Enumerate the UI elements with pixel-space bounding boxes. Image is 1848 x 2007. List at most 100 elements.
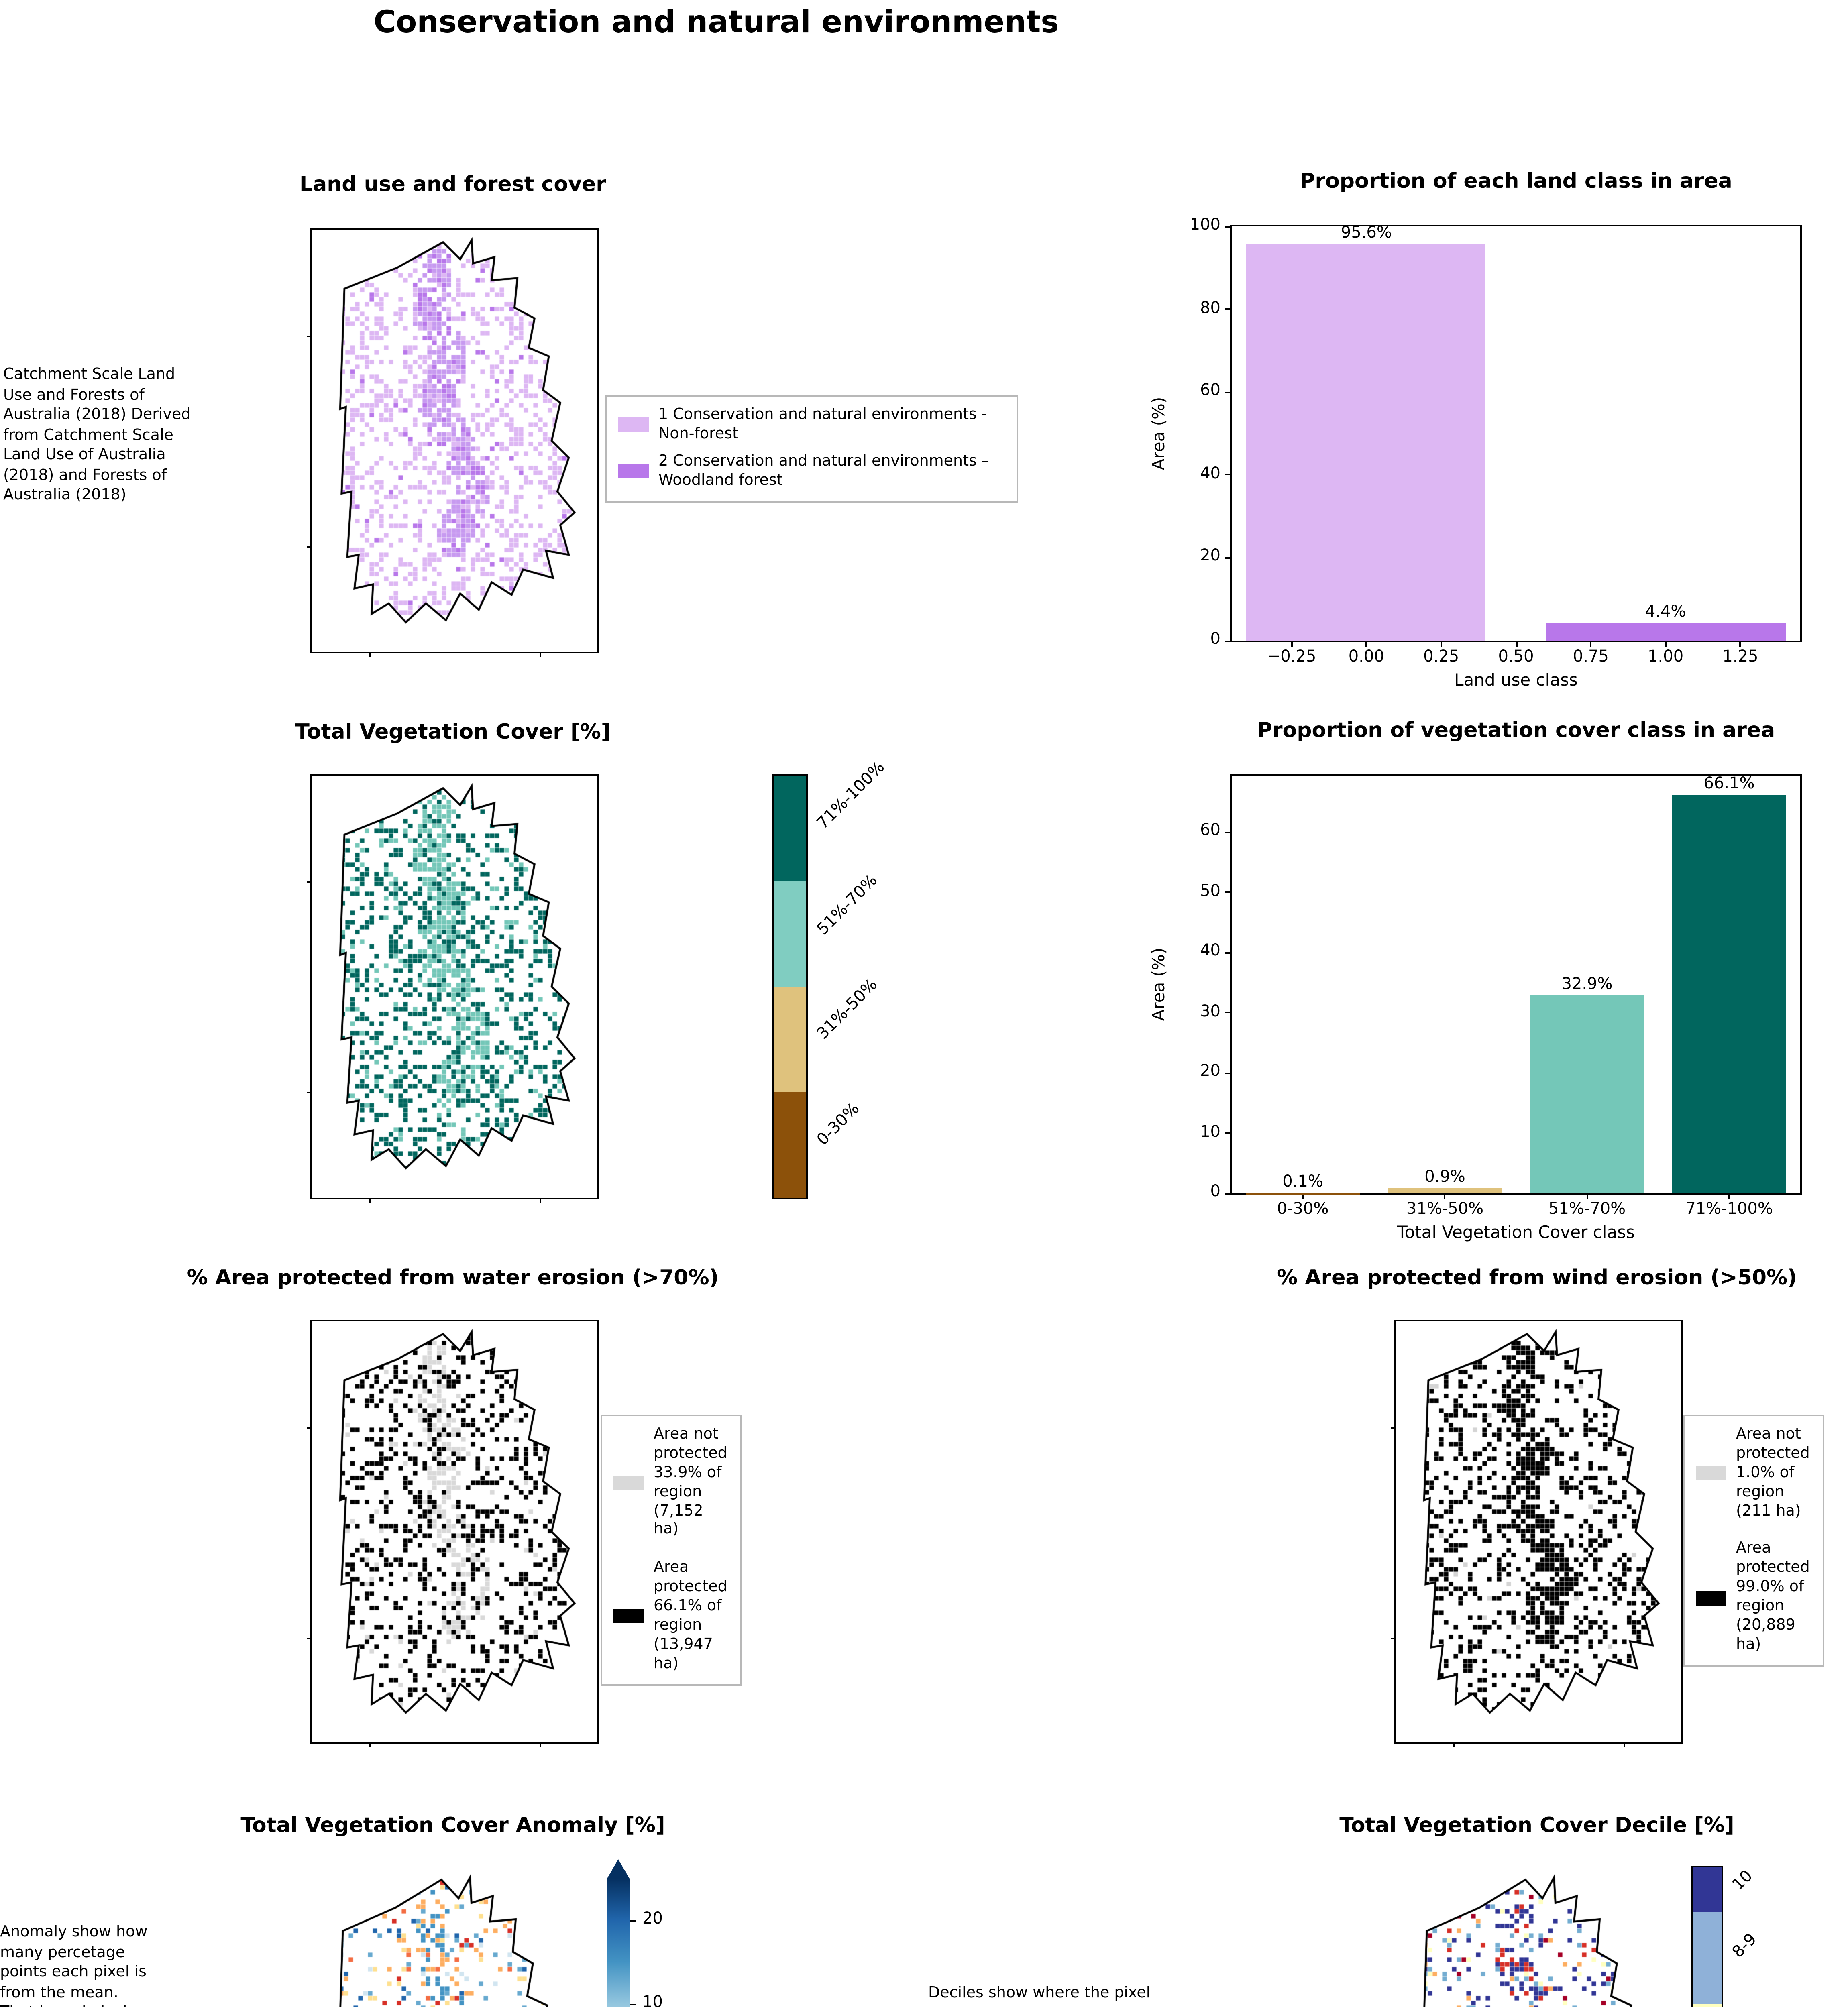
y-tick <box>1225 1012 1232 1014</box>
colorbar-gradient <box>607 1879 630 2007</box>
y-tick-label: 0 <box>1210 1183 1221 1201</box>
legend-swatch <box>1696 1590 1726 1605</box>
y-tick-label: 30 <box>1200 1003 1220 1021</box>
colorbar-segment <box>1693 1867 1722 1913</box>
colorbar-tick-label: 10 <box>642 1994 663 2007</box>
y-tick <box>1225 557 1232 559</box>
colorbar-tick-label: 20 <box>642 1911 663 1928</box>
x-tick-label: 0.25 <box>1423 649 1459 666</box>
x-tick-label: 1.25 <box>1722 649 1758 666</box>
x-tick <box>1365 641 1367 647</box>
x-tick <box>1302 1193 1304 1199</box>
colorbar-segment <box>774 776 806 881</box>
x-tick-label: 1.00 <box>1648 649 1684 666</box>
anomaly-map-canvas <box>310 1866 596 2007</box>
anomaly-map <box>310 1866 596 2007</box>
x-tick <box>1739 641 1741 647</box>
veg-cover-map-canvas <box>312 776 597 1198</box>
wind-erosion-map <box>1391 1320 1683 1747</box>
legend-item: Area not protected 33.9% of region (7,15… <box>613 1426 729 1540</box>
water-erosion-map-canvas <box>312 1321 597 1742</box>
colorbar-label: 31%-50% <box>814 977 882 1044</box>
x-tick-label: 51%-70% <box>1548 1201 1626 1219</box>
legend-item: 2 Conservation and natural environments … <box>618 452 1005 491</box>
decile-map-canvas <box>1394 1866 1680 2007</box>
colorbar-label: 8-9 <box>1730 1931 1761 1963</box>
legend-item: Area protected 99.0% of region (20,889 h… <box>1696 1541 1811 1655</box>
map-tick <box>540 652 542 657</box>
bar-value-label: 4.4% <box>1645 603 1686 621</box>
x-axis-label: Land use class <box>1454 671 1578 690</box>
legend-item: Area not protected 1.0% of region (211 h… <box>1696 1426 1811 1521</box>
y-tick-label: 80 <box>1200 299 1220 318</box>
veg-class-chart-title: Proportion of vegetation cover class in … <box>1257 719 1775 743</box>
legend-label: Area not protected 1.0% of region (211 h… <box>1736 1426 1810 1520</box>
wind-erosion-legend: Area not protected 1.0% of region (211 h… <box>1683 1415 1824 1666</box>
land-use-map-title: Land use and forest cover <box>300 173 606 197</box>
x-tick-label: 71%-100% <box>1685 1201 1773 1219</box>
wind-erosion-map-title: % Area protected from wind erosion (>50%… <box>1277 1267 1797 1291</box>
colorbar-label: 71%-100% <box>814 758 889 833</box>
water-erosion-map <box>307 1320 599 1747</box>
map-tick <box>307 335 312 337</box>
bar <box>1247 244 1486 641</box>
legend-label: Area protected 99.0% of region (20,889 h… <box>1736 1540 1810 1654</box>
x-tick <box>1590 641 1592 647</box>
legend-swatch <box>1696 1466 1726 1481</box>
legend-item: 1 Conservation and natural environments … <box>618 406 1005 444</box>
colorbar-segment <box>774 1092 806 1198</box>
y-axis-label: Area (%) <box>1150 947 1169 1021</box>
land-class-chart-title: Proportion of each land class in area <box>1300 170 1732 194</box>
y-tick-label: 50 <box>1200 882 1220 900</box>
bar-value-label: 0.1% <box>1282 1173 1323 1191</box>
map-tick <box>369 1198 371 1203</box>
x-tick <box>1515 641 1517 647</box>
veg-cover-map <box>307 774 599 1203</box>
anomaly-map-title: Total Vegetation Cover Anomaly [%] <box>240 1814 665 1838</box>
veg-cover-colorbar: 0-30% 31%-50% 51%-70% 71%-100% <box>772 759 981 1199</box>
map-tick <box>307 1637 312 1639</box>
y-tick <box>1225 831 1232 833</box>
y-tick <box>1225 391 1232 393</box>
bar-value-label: 66.1% <box>1703 776 1755 794</box>
bar <box>1530 995 1644 1193</box>
x-tick <box>1665 641 1667 647</box>
x-tick <box>1586 1193 1588 1199</box>
y-tick <box>1225 891 1232 893</box>
y-tick-label: 40 <box>1200 942 1220 961</box>
map-tick <box>307 546 312 548</box>
y-tick <box>1225 474 1232 476</box>
map-tick <box>307 1427 312 1428</box>
x-tick-label: 0.50 <box>1498 649 1534 666</box>
map-tick <box>1391 1427 1396 1428</box>
y-tick <box>1225 226 1232 227</box>
x-tick <box>1291 641 1292 647</box>
colorbar-label: 0-30% <box>814 1100 864 1150</box>
y-tick-label: 60 <box>1200 382 1220 400</box>
colorbar-extend-max <box>607 1859 630 1879</box>
bar <box>1672 795 1786 1193</box>
x-tick-label: 0-30% <box>1277 1201 1329 1219</box>
bar-value-label: 32.9% <box>1561 975 1613 993</box>
x-tick-label: 0.00 <box>1348 649 1384 666</box>
colorbar-segment <box>1693 1912 1722 2003</box>
water-erosion-map-title: % Area protected from water erosion (>70… <box>187 1267 719 1291</box>
colorbar-body <box>1691 1866 1723 2007</box>
bar-value-label: 0.9% <box>1424 1168 1465 1186</box>
veg-cover-map-title: Total Vegetation Cover [%] <box>295 721 611 745</box>
colorbar-label: 10 <box>1730 1867 1757 1895</box>
map-tick <box>540 1198 542 1203</box>
anomaly-colorbar: 20100−10−20 <box>607 1859 710 2007</box>
decile-colorbar: 12-34-78-910 <box>1691 1866 1848 2007</box>
x-tick <box>1444 1193 1446 1199</box>
legend-label: 1 Conservation and natural environments … <box>658 406 987 443</box>
x-tick-label: 31%-50% <box>1406 1201 1484 1219</box>
colorbar-segment <box>774 987 806 1092</box>
x-tick-label: −0.25 <box>1267 649 1316 666</box>
map-tick <box>540 1742 542 1747</box>
y-tick-label: 40 <box>1200 465 1220 483</box>
legend-item: Area protected 66.1% of region (13,947 h… <box>613 1559 729 1674</box>
y-tick <box>1225 308 1232 310</box>
bar <box>1546 622 1785 641</box>
